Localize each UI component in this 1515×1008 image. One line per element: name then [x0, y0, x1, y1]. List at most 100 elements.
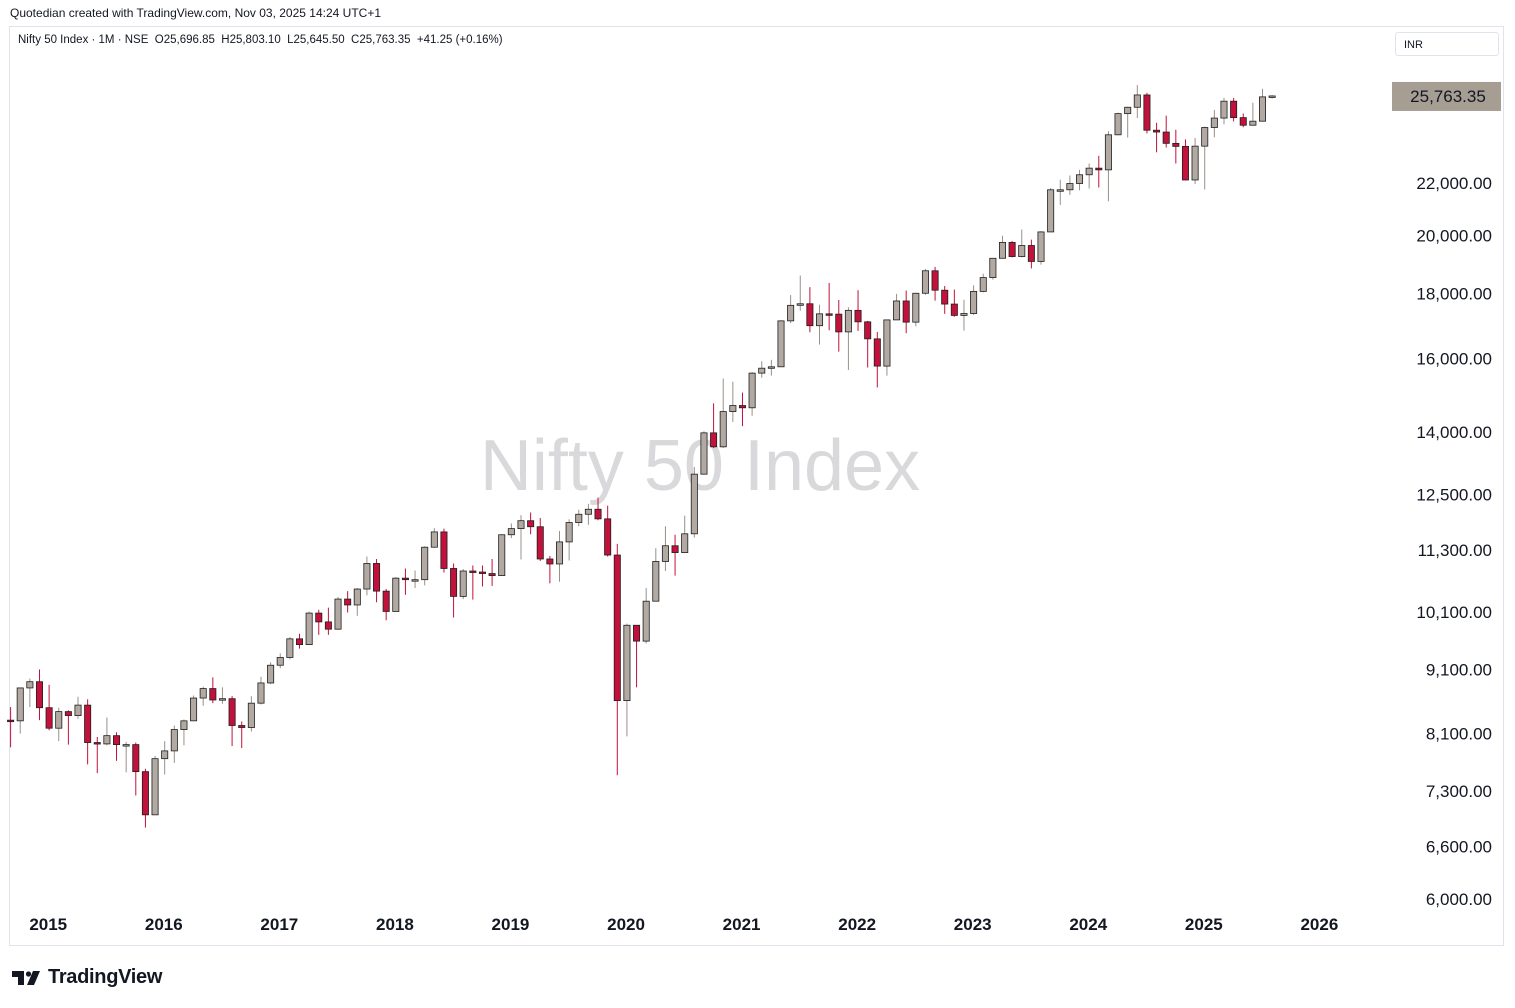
candle[interactable] [344, 591, 352, 613]
candle[interactable] [1008, 241, 1016, 258]
candle[interactable] [7, 707, 15, 748]
candle[interactable] [998, 235, 1006, 259]
candle[interactable] [334, 596, 342, 630]
candle[interactable] [1027, 239, 1035, 269]
candle[interactable] [787, 295, 795, 324]
candle[interactable] [353, 587, 361, 616]
candle[interactable] [1259, 88, 1267, 122]
candle[interactable] [1066, 175, 1074, 195]
candle[interactable] [854, 290, 862, 331]
candle[interactable] [392, 577, 400, 612]
candle[interactable] [642, 587, 650, 644]
candle[interactable] [527, 512, 535, 535]
candle[interactable] [267, 662, 275, 685]
candle[interactable] [382, 589, 390, 621]
candle[interactable] [199, 686, 207, 706]
candle[interactable] [1056, 179, 1064, 205]
candle[interactable] [941, 285, 949, 314]
candle[interactable] [893, 293, 901, 321]
candle[interactable] [1181, 139, 1189, 181]
candle[interactable] [257, 676, 265, 705]
candle[interactable] [979, 273, 987, 293]
candle[interactable] [1162, 115, 1170, 148]
candle[interactable] [498, 534, 506, 576]
candle[interactable] [1249, 102, 1257, 126]
candle[interactable] [835, 300, 843, 352]
candle[interactable] [276, 653, 284, 669]
candle[interactable] [161, 741, 169, 775]
candle[interactable] [1085, 163, 1093, 189]
candle[interactable] [1210, 109, 1218, 138]
candle[interactable] [218, 687, 226, 704]
candle[interactable] [401, 568, 409, 595]
candle[interactable] [363, 556, 371, 596]
candle[interactable] [556, 530, 564, 582]
candle[interactable] [113, 732, 121, 761]
candle[interactable] [238, 721, 246, 749]
candle[interactable] [844, 307, 852, 370]
candle[interactable] [883, 319, 891, 376]
candle[interactable] [170, 725, 178, 763]
candle[interactable] [989, 257, 997, 280]
candle[interactable] [1201, 126, 1209, 190]
candle[interactable] [55, 707, 63, 742]
candle[interactable] [45, 684, 53, 731]
symbol-legend[interactable]: Nifty 50 Index · 1M · NSE O25,696.85 H25… [18, 34, 503, 46]
candle[interactable] [710, 403, 718, 449]
candle[interactable] [517, 515, 525, 560]
candle[interactable] [286, 637, 294, 660]
candle[interactable] [122, 741, 130, 773]
candle[interactable] [729, 381, 737, 422]
candle[interactable] [970, 285, 978, 316]
candle[interactable] [93, 737, 101, 774]
candle[interactable] [816, 304, 824, 345]
candle[interactable] [26, 678, 34, 708]
candle[interactable] [671, 534, 679, 576]
candle[interactable] [1095, 155, 1103, 188]
candle[interactable] [478, 565, 486, 587]
candle[interactable] [373, 558, 381, 603]
candle[interactable] [305, 611, 313, 645]
candle[interactable] [1172, 129, 1180, 164]
candle[interactable] [719, 378, 727, 449]
candle[interactable] [1133, 85, 1141, 119]
candle[interactable] [661, 526, 669, 572]
candle[interactable] [64, 710, 72, 745]
candle[interactable] [594, 497, 602, 521]
candle[interactable] [623, 623, 631, 737]
candle[interactable] [825, 282, 833, 331]
candle[interactable] [584, 503, 592, 525]
candle[interactable] [700, 431, 708, 475]
candle[interactable] [565, 519, 573, 561]
candle[interactable] [411, 570, 419, 588]
candle[interactable] [633, 624, 641, 688]
candle[interactable] [507, 523, 515, 539]
candle[interactable] [35, 669, 43, 721]
candle[interactable] [430, 528, 438, 548]
candle[interactable] [74, 696, 82, 719]
candle[interactable] [488, 558, 496, 586]
candle[interactable] [209, 677, 217, 704]
candle[interactable] [1076, 169, 1084, 191]
candle[interactable] [84, 699, 92, 765]
candle[interactable] [440, 528, 448, 573]
candle[interactable] [1114, 112, 1122, 136]
candle[interactable] [613, 543, 621, 776]
currency-selector[interactable]: INR [1395, 32, 1499, 56]
candle[interactable] [151, 755, 159, 816]
candle[interactable] [767, 359, 775, 376]
candle[interactable] [1239, 113, 1247, 128]
candle[interactable] [546, 556, 554, 584]
candle[interactable] [1220, 97, 1228, 125]
candle[interactable] [748, 372, 756, 416]
candle[interactable] [690, 466, 698, 538]
candle[interactable] [652, 548, 660, 602]
candle[interactable] [421, 546, 429, 586]
candle[interactable] [1268, 95, 1276, 99]
candle[interactable] [931, 266, 939, 301]
candle[interactable] [1047, 188, 1055, 233]
candle[interactable] [103, 717, 111, 746]
candle[interactable] [960, 299, 968, 331]
candle[interactable] [1124, 106, 1132, 138]
candle[interactable] [950, 289, 958, 317]
